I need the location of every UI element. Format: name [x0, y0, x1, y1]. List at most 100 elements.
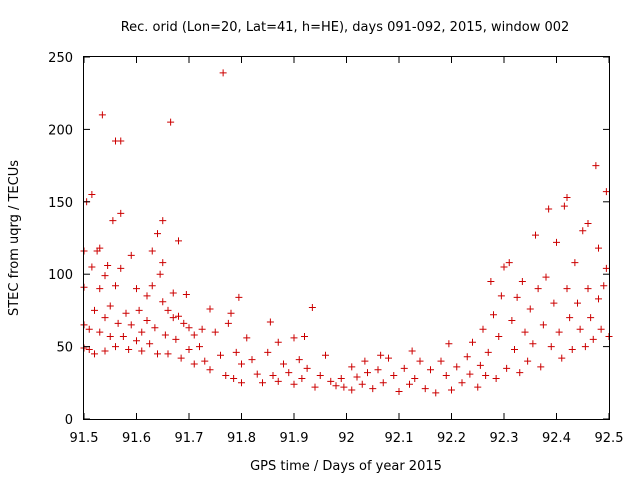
x-tick-label: 91.6 [122, 431, 151, 446]
data-point [164, 350, 172, 358]
data-point [576, 325, 584, 333]
data-point [88, 263, 96, 271]
data-point [104, 262, 112, 270]
x-tick-label: 92.4 [542, 431, 571, 446]
data-point [235, 293, 243, 301]
x-tick-label: 92.5 [595, 431, 624, 446]
data-point [529, 340, 537, 348]
data-point [553, 238, 560, 246]
data-point [581, 343, 589, 351]
data-point [490, 311, 497, 319]
data-point [589, 335, 597, 343]
data-point [340, 383, 348, 391]
x-tick-label: 91.8 [227, 431, 256, 446]
data-point [487, 277, 495, 285]
data-point [545, 205, 553, 213]
data-point [411, 374, 419, 382]
data-point [169, 289, 177, 297]
data-point [566, 314, 574, 322]
data-point [453, 363, 461, 371]
data-point [298, 374, 306, 382]
data-point [190, 331, 198, 339]
data-point [117, 264, 125, 272]
data-point [555, 328, 563, 336]
data-point [280, 360, 287, 368]
data-point [595, 244, 602, 252]
data-point [579, 227, 587, 235]
data-point [337, 374, 345, 382]
data-point [230, 374, 238, 382]
data-point [497, 292, 505, 300]
data-point [476, 361, 484, 369]
data-point [379, 379, 387, 387]
data-point [91, 306, 98, 314]
data-point [164, 306, 172, 314]
data-point [159, 259, 167, 267]
x-tick-label: 92 [338, 431, 355, 446]
data-point [516, 369, 524, 377]
data-point [427, 366, 434, 374]
data-point [122, 309, 130, 317]
x-tick-label: 92.2 [437, 431, 466, 446]
data-point [482, 372, 490, 380]
data-point [505, 259, 513, 267]
data-points [80, 69, 613, 397]
data-point [511, 345, 518, 353]
y-tick-label: 200 [48, 123, 73, 138]
data-point [550, 299, 558, 307]
data-point [259, 379, 266, 387]
data-point [96, 285, 104, 293]
data-point [385, 354, 392, 362]
data-point [303, 364, 311, 372]
data-point [211, 328, 219, 336]
x-tick-label: 91.9 [280, 431, 309, 446]
data-point [96, 244, 104, 252]
data-point [484, 348, 492, 356]
y-tick-label: 100 [48, 268, 73, 283]
data-point [290, 334, 298, 342]
data-point [219, 69, 227, 77]
data-point [154, 350, 161, 358]
data-point [85, 345, 93, 353]
data-point [101, 347, 109, 355]
data-point [445, 340, 453, 348]
data-point [602, 188, 610, 196]
data-point [437, 357, 445, 365]
data-point [361, 357, 369, 365]
data-point [222, 372, 230, 380]
y-axis-label: STEC from uqrg / TECUs [7, 160, 22, 316]
data-point [558, 354, 566, 362]
data-point [88, 191, 96, 199]
data-point [518, 277, 526, 285]
y-tick-label: 250 [48, 51, 73, 66]
data-point [327, 377, 335, 385]
data-point [400, 364, 408, 372]
data-point [159, 298, 167, 306]
data-point [135, 306, 143, 314]
data-point [243, 334, 251, 342]
data-point [185, 324, 193, 332]
data-point [448, 386, 455, 394]
chart-title: Rec. orid (Lon=20, Lat=41, h=HE), days 0… [121, 20, 570, 35]
data-point [198, 325, 206, 333]
data-point [442, 372, 450, 380]
data-point [521, 328, 529, 336]
data-point [175, 237, 182, 245]
x-tick-label: 92.3 [490, 431, 519, 446]
data-point [238, 360, 245, 368]
data-point [224, 319, 232, 327]
data-point [266, 318, 274, 326]
data-point [238, 379, 245, 387]
data-point [148, 282, 156, 290]
data-point [587, 314, 595, 322]
data-point [253, 370, 261, 378]
data-point [98, 111, 106, 119]
data-point [148, 247, 156, 255]
data-point [133, 285, 140, 293]
data-point [513, 293, 521, 301]
data-point [466, 370, 474, 378]
data-point [101, 314, 109, 322]
data-point [348, 386, 356, 394]
data-point [458, 379, 466, 387]
data-point [185, 345, 193, 353]
